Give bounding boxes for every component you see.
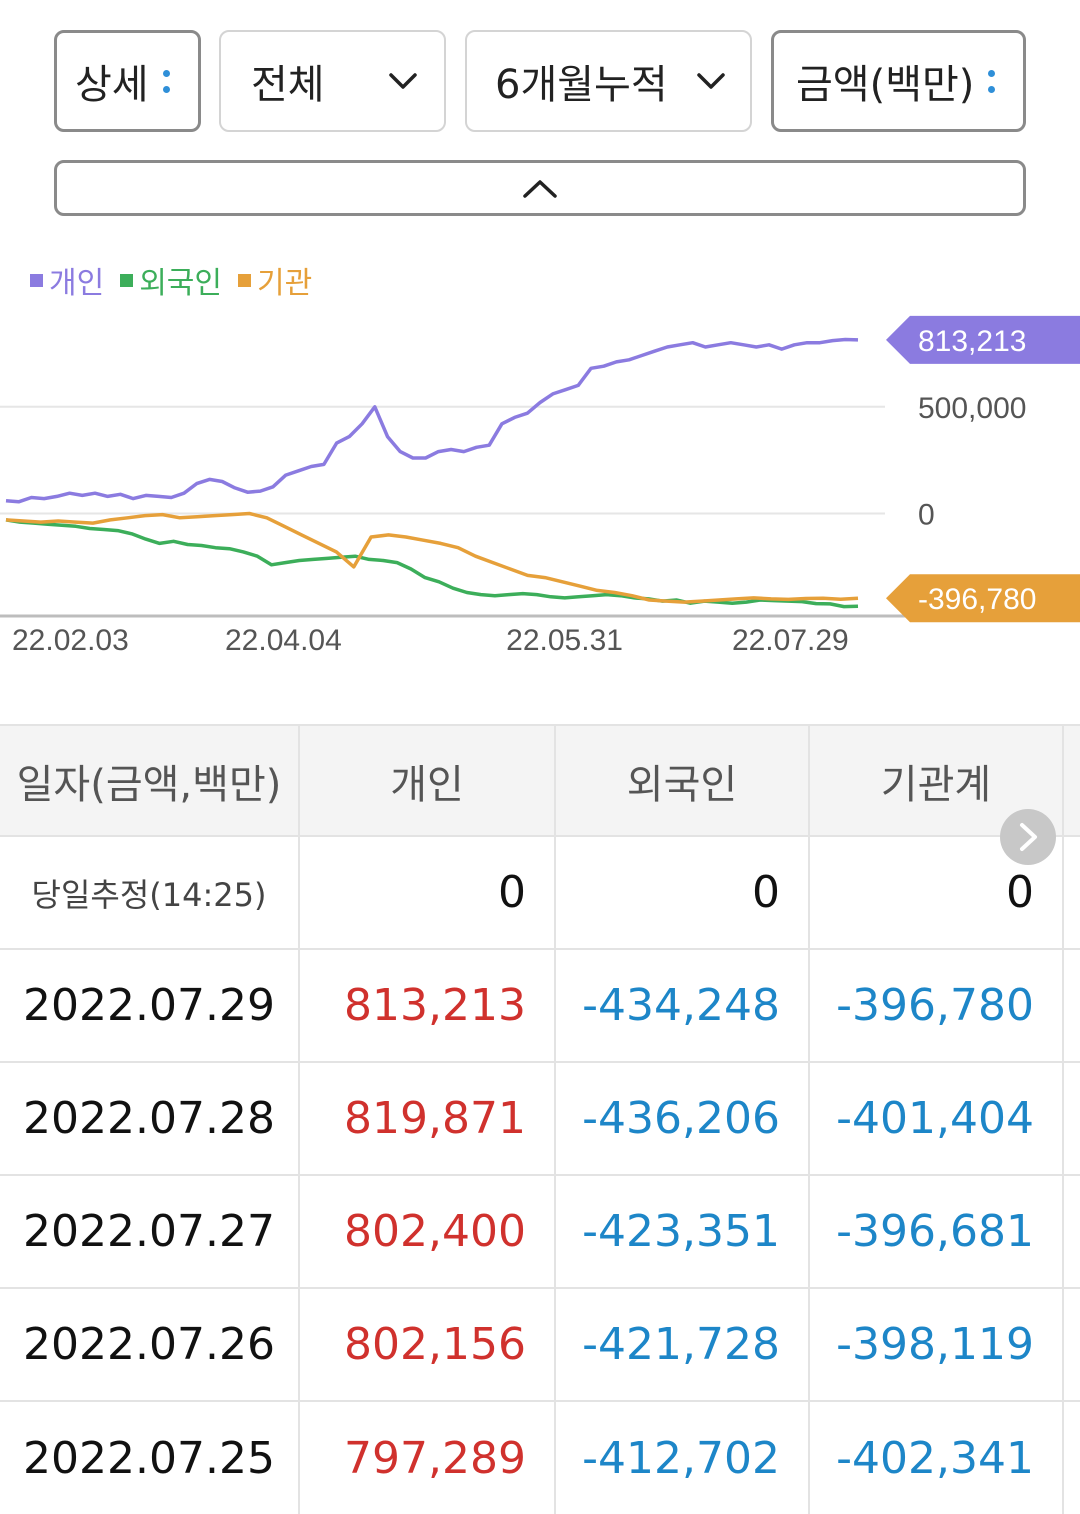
row-date: 2022.07.29: [23, 980, 275, 1031]
table-header-row: 일자(금액,백만) 개인 외국인 기관계: [0, 724, 1080, 837]
header-foreign: 외국인: [554, 726, 808, 835]
y-tick-label: 500,000: [918, 392, 1026, 425]
end-value-label: 813,213: [918, 325, 1026, 358]
x-tick-label: 22.02.03: [12, 624, 129, 657]
end-value-tag: [886, 574, 1080, 623]
more-icon: [988, 69, 996, 93]
row-institution: -401,404: [808, 1063, 1062, 1174]
legend-item-institution: 기관: [238, 258, 312, 302]
series-layer: [5, 337, 859, 609]
header-individual: 개인: [298, 726, 554, 835]
row-institution: -398,119: [808, 1289, 1062, 1400]
table-row: 2022.07.27 802,400 -423,351 -396,681: [0, 1176, 1080, 1289]
column-divider: [1062, 726, 1064, 835]
end-value-label: -396,780: [918, 583, 1036, 616]
row-date: 2022.07.27: [23, 1206, 275, 1257]
row-institution: -396,681: [808, 1176, 1062, 1287]
row-foreign: -421,728: [554, 1289, 808, 1400]
legend-swatch: [238, 273, 252, 287]
view-select-label: 상세: [75, 62, 149, 108]
header-institution: 기관계: [808, 726, 1062, 835]
chart-legend: 개인 외국인 기관: [30, 258, 312, 302]
row-foreign: -434,248: [554, 950, 808, 1061]
investor-select-label: 전체: [251, 62, 325, 108]
y-tick-label: 0: [918, 499, 935, 532]
legend-item-individual: 개인: [30, 258, 104, 302]
estimate-label: 당일추정(14:25): [31, 875, 267, 914]
table-row: 2022.07.29 813,213 -434,248 -396,780: [0, 950, 1080, 1063]
chevron-right-icon: [1020, 823, 1037, 851]
end-value-tag: [886, 315, 1080, 364]
scroll-right-button[interactable]: [1000, 809, 1056, 865]
header-date: 일자(금액,백만): [16, 761, 282, 808]
investor-table: 일자(금액,백만) 개인 외국인 기관계 당일추정(14:25) 0 0 0 2…: [0, 724, 1080, 1514]
chevron-up-icon: [523, 180, 557, 198]
table-row: 2022.07.25 797,289 -412,702 -402,341: [0, 1402, 1080, 1514]
label-layer: 500,000 0 22.02.03 22.04.04 22.05.31 22.07.29…: [12, 315, 1080, 657]
row-institution: -396,780: [808, 950, 1062, 1061]
column-divider: [1062, 1063, 1064, 1174]
row-individual: 797,289: [298, 1402, 554, 1514]
row-date: 2022.07.25: [23, 1433, 275, 1484]
column-divider: [1062, 1176, 1064, 1287]
collapse-filters-button[interactable]: [54, 160, 1026, 216]
period-select[interactable]: 6개월누적: [465, 30, 752, 132]
column-divider: [1062, 1402, 1064, 1514]
chevron-down-icon: [697, 73, 725, 89]
table-row-estimate: 당일추정(14:25) 0 0 0: [0, 837, 1080, 950]
x-tick-label: 22.05.31: [506, 624, 623, 657]
x-tick-label: 22.07.29: [732, 624, 849, 657]
table-row: 2022.07.26 802,156 -421,728 -398,119: [0, 1289, 1080, 1402]
column-divider: [1062, 837, 1064, 948]
row-foreign: -412,702: [554, 1402, 808, 1514]
view-select[interactable]: 상세: [54, 30, 201, 132]
investor-trend-chart: 500,000 0 22.02.03 22.04.04 22.05.31 22.07.29…: [0, 315, 1080, 657]
row-foreign: -436,206: [554, 1063, 808, 1174]
chevron-down-icon: [389, 73, 417, 89]
unit-select[interactable]: 금액(백만): [771, 30, 1026, 132]
grid-layer: [0, 405, 1080, 618]
estimate-institution: 0: [808, 837, 1062, 948]
row-individual: 802,156: [298, 1289, 554, 1400]
row-individual: 819,871: [298, 1063, 554, 1174]
row-date: 2022.07.28: [23, 1093, 275, 1144]
column-divider: [1062, 950, 1064, 1061]
x-tick-label: 22.04.04: [225, 624, 342, 657]
estimate-individual: 0: [298, 837, 554, 948]
legend-swatch: [120, 273, 134, 287]
legend-label: 기관: [257, 266, 313, 301]
series-line-개인: [5, 337, 859, 504]
row-individual: 802,400: [298, 1176, 554, 1287]
legend-item-foreign: 외국인: [120, 258, 222, 302]
column-divider: [1062, 1289, 1064, 1400]
unit-select-label: 금액(백만): [796, 62, 975, 108]
row-institution: -402,341: [808, 1402, 1062, 1514]
legend-label: 개인: [49, 266, 105, 301]
investor-select[interactable]: 전체: [219, 30, 446, 132]
more-icon: [162, 69, 170, 93]
series-line-외국인: [5, 518, 859, 609]
table-row: 2022.07.28 819,871 -436,206 -401,404: [0, 1063, 1080, 1176]
legend-swatch: [30, 273, 43, 287]
estimate-foreign: 0: [554, 837, 808, 948]
series-line-기관: [5, 511, 859, 604]
legend-label: 외국인: [139, 266, 223, 301]
period-select-label: 6개월누적: [495, 62, 668, 108]
row-date: 2022.07.26: [23, 1319, 275, 1370]
row-foreign: -423,351: [554, 1176, 808, 1287]
row-individual: 813,213: [298, 950, 554, 1061]
